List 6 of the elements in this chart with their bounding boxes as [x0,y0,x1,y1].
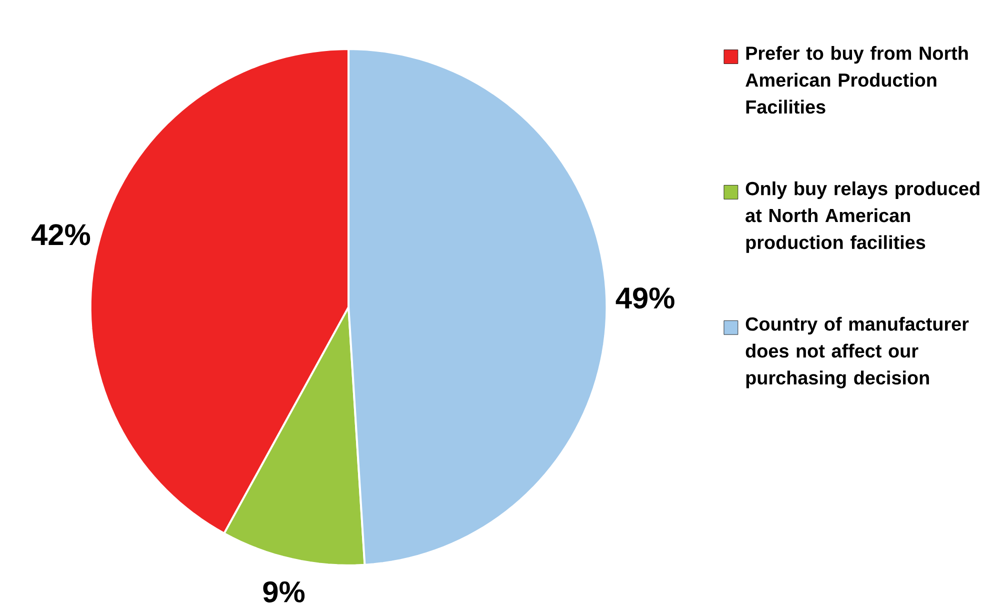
data-label: 49% [616,287,674,308]
data-label: 42% [32,224,90,245]
data-label: 9% [263,581,305,602]
legend-label: Only buy relays produced at North American production facilities [746,181,980,253]
legend-label: Country of manufacturer does not affect our purchasing decision [746,316,969,388]
legend-label: Prefer to buy from North American Production Facilities [746,46,968,114]
